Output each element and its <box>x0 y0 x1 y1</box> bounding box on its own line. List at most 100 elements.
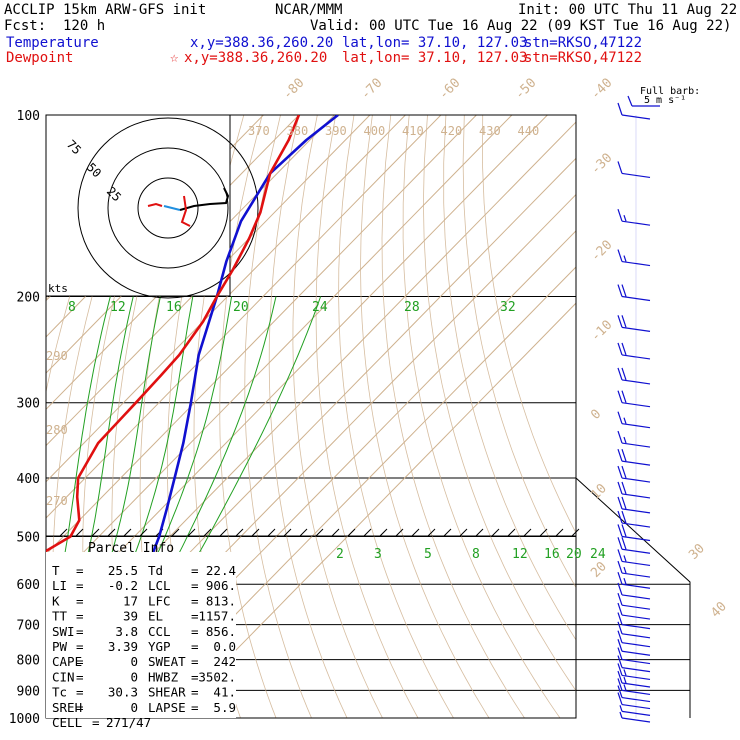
hatch-mark <box>235 528 244 537</box>
mixing-ratio-label: 8 <box>472 547 480 562</box>
plot-border <box>45 114 577 719</box>
pressure-tick-label: 100 <box>17 109 40 124</box>
mixing-ratio-label: 3 <box>374 547 382 562</box>
parcel-cell-value: 271/47 <box>106 715 151 730</box>
forecast-hour: Fcst: 120 h <box>4 18 106 34</box>
parcel-right-label: SHEAR <box>148 685 186 700</box>
hatch-mark <box>315 528 324 537</box>
hatch-mark <box>139 528 148 537</box>
parcel-left-value: 0 <box>130 669 138 684</box>
isotherm-label: 10 <box>588 481 610 503</box>
hatch-mark <box>283 528 292 537</box>
thetae-label: 8 <box>68 300 76 315</box>
wind-barb <box>617 621 651 639</box>
thetae-label: 32 <box>500 300 516 315</box>
parcel-equals: = <box>76 700 84 715</box>
thetae-label: 28 <box>404 300 420 315</box>
org-label: NCAR/MMM <box>275 2 343 18</box>
parcel-equals: = <box>191 669 199 684</box>
pressure-tick-label: 800 <box>17 654 40 669</box>
parcel-right-label: LFC <box>148 593 171 608</box>
theta-label: 390 <box>325 124 347 138</box>
dry-adiabat-line <box>292 115 383 718</box>
dewpoint-legend: Dewpoint <box>6 50 74 66</box>
parcel-equals: = <box>191 700 199 715</box>
wind-barb <box>617 411 651 429</box>
parcel-left-label: TT <box>52 609 68 624</box>
parcel-equals: = <box>191 593 199 608</box>
mixing-ratio-label: 12 <box>512 547 528 562</box>
isotherm-label: -70 <box>358 76 385 103</box>
parcel-left-value: -0.2 <box>108 578 138 593</box>
pressure-tick-label: 700 <box>17 619 40 634</box>
wind-barb <box>617 692 651 710</box>
parcel-right-label: Td <box>148 563 163 578</box>
isotherm-label: 0 <box>588 407 604 423</box>
temperature-latlon: lat,lon= 37.10, 127.03 <box>342 35 528 51</box>
parcel-left-label: SWI <box>52 624 75 639</box>
isotherm-label: -10 <box>588 318 615 345</box>
parcel-right-value: 3502. <box>198 669 236 684</box>
parcel-info-row: TT = 39 EL = 1157. <box>52 609 236 624</box>
theta-label: 410 <box>402 124 424 138</box>
dry-adiabat-line <box>402 115 561 718</box>
parcel-equals: = <box>76 609 84 624</box>
parcel-right-label: YGP <box>148 639 171 654</box>
wind-barb <box>617 685 651 703</box>
parcel-right-value: 242 <box>213 654 236 669</box>
parcel-left-value: 3.39 <box>108 639 138 654</box>
panel-edge <box>575 477 691 718</box>
parcel-right-label: LCL <box>148 578 171 593</box>
wind-barb <box>617 208 651 226</box>
parcel-left-label: LI <box>52 578 67 593</box>
hatch-mark <box>331 528 340 537</box>
hatch-mark <box>75 528 84 537</box>
parcel-equals: = <box>191 654 199 669</box>
init-time: Init: 00 UTC Thu 11 Aug 22 <box>518 2 738 18</box>
parcel-info-row: LI = -0.2 LCL = 906. <box>52 578 236 593</box>
hatch-mark <box>363 528 372 537</box>
parcel-equals: = <box>76 593 84 608</box>
wind-barb <box>617 249 651 267</box>
parcel-equals: = <box>76 563 84 578</box>
parcel-right-label: SWEAT <box>148 654 186 669</box>
barb-key-title: Full barb: <box>640 86 700 97</box>
parcel-info-row: PW = 3.39 YGP = 0.0 <box>52 639 236 654</box>
parcel-info-row: CIN = 0 HWBZ = 3502. <box>52 669 236 684</box>
temperature-xy: x,y=388.36,260.20 <box>190 35 334 51</box>
parcel-right-label: LAPSE <box>148 700 186 715</box>
isotherm-line <box>169 302 576 718</box>
parcel-equals: = <box>191 624 199 639</box>
mixing-ratio-label: 5 <box>424 547 432 562</box>
parcel-left-value: 17 <box>123 593 138 608</box>
hodograph-ring <box>77 117 259 299</box>
parcel-equals: = <box>191 609 199 624</box>
theta-label: 370 <box>248 124 270 138</box>
parcel-right-label: EL <box>148 609 163 624</box>
parcel-equals: = <box>76 654 84 669</box>
dry-adiabat-line <box>381 115 525 718</box>
parcel-info-row: SREH= 0 LAPSE = 5.9 <box>52 700 236 715</box>
plot-frame <box>45 114 580 719</box>
thetae-label: 24 <box>312 300 328 315</box>
isotherm-line <box>46 115 371 447</box>
hodograph-trace-mid <box>163 205 181 211</box>
parcel-right-value: 0.0 <box>213 639 236 654</box>
dry-adiabat-line <box>46 115 134 394</box>
parcel-left-label: PW <box>52 639 68 654</box>
temperature-legend: Temperature <box>6 35 99 51</box>
parcel-left-value: 25.5 <box>108 563 138 578</box>
wind-barb <box>617 582 651 600</box>
theta-side-label: 270 <box>46 494 68 508</box>
wind-barb <box>617 481 651 499</box>
parcel-right-value: 856. <box>206 624 236 639</box>
parcel-left-value: 0 <box>130 654 138 669</box>
hatch-mark <box>427 528 436 537</box>
isotherm-label: 30 <box>686 541 708 563</box>
temperature-station: stn=RKSO,47122 <box>524 35 643 51</box>
wind-barb <box>617 537 651 554</box>
parcel-equals: = <box>191 563 199 578</box>
isotherm-label: -60 <box>436 76 463 103</box>
parcel-equals: = <box>76 578 84 593</box>
hodograph-ring <box>107 147 229 269</box>
